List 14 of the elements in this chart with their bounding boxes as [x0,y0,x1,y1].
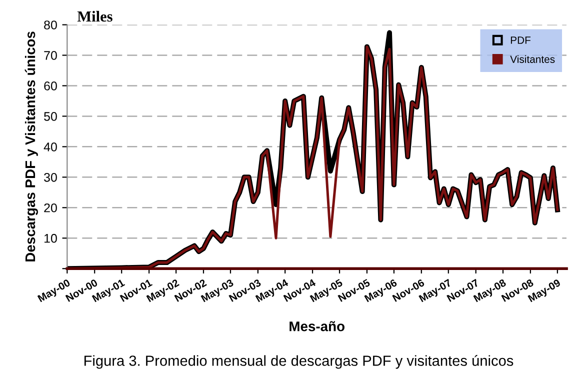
y-tick-label: 70 [44,51,57,60]
x-axis-title: Mes-año [290,321,344,332]
text: Figura 3. Promedio mensual de descargas PDF y visitantes únicos [84,355,514,369]
y-tick-label: 40 [44,142,57,152]
y-tick-label: 20 [44,203,57,212]
text: Miles [77,10,112,22]
y-axis-title: Descargas PDF y Visitantes únicos [24,32,38,262]
y-tick-label: 30 [44,172,57,182]
y-tick-label: 60 [44,82,57,90]
y-tick-label: 50 [44,112,57,121]
y-tick-label: 10 [44,234,57,243]
legend-label: PDF [510,36,531,44]
legend-label: Visitantes [510,55,555,63]
y-tick-label: 80 [44,20,57,30]
